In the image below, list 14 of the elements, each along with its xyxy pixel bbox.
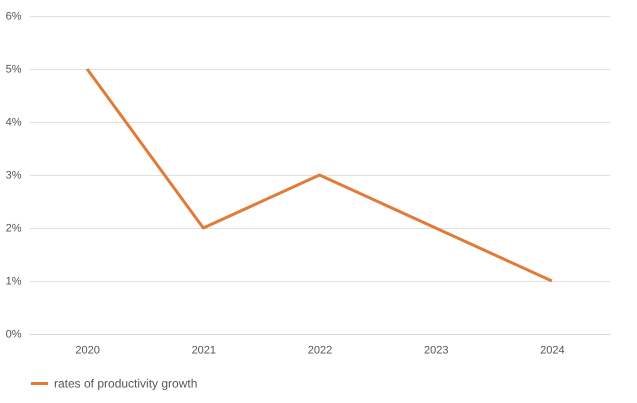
legend-label: rates of productivity growth (54, 376, 198, 390)
x-tick-label: 2024 (540, 344, 565, 356)
x-tick-label: 2020 (75, 344, 100, 356)
x-tick-label: 2022 (308, 344, 332, 356)
y-tick-label: 1% (6, 276, 22, 288)
y-tick-label: 6% (6, 10, 22, 22)
x-tick-label: 2023 (424, 344, 448, 356)
line-series (86, 68, 554, 282)
y-tick-label: 2% (6, 222, 22, 234)
y-tick-label: 4% (6, 116, 22, 128)
x-tick-label: 2021 (192, 344, 216, 356)
y-tick-label: 0% (6, 328, 22, 340)
y-tick-label: 5% (6, 64, 22, 76)
y-tick-label: 3% (6, 170, 22, 182)
